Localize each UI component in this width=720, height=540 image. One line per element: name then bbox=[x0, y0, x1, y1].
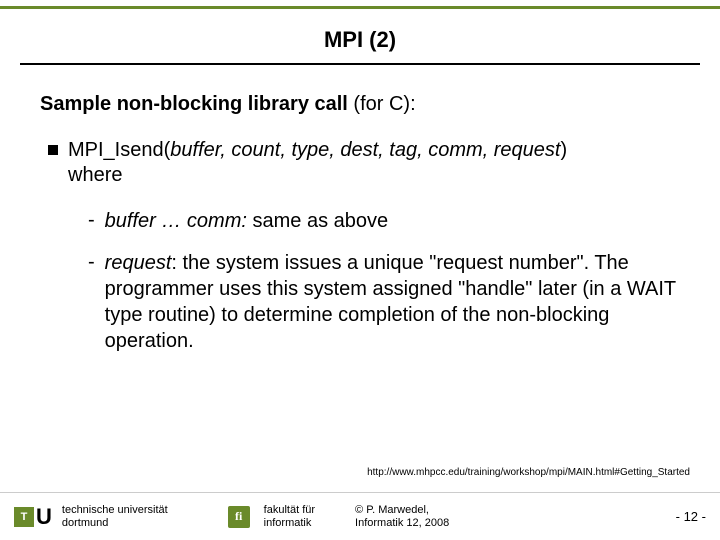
page-prefix: - bbox=[676, 509, 684, 524]
page-num: 12 bbox=[684, 509, 698, 524]
title-area: MPI (2) bbox=[0, 9, 720, 63]
copyright: © P. Marwedel, Informatik 12, 2008 bbox=[355, 504, 449, 529]
tu-logo-u: U bbox=[36, 506, 52, 528]
square-bullet-icon bbox=[48, 145, 58, 155]
dash-icon: - bbox=[88, 250, 95, 354]
fak-line1: fakultät für bbox=[264, 504, 315, 517]
fak-line2: informatik bbox=[264, 517, 315, 530]
copy-line2: Informatik 12, 2008 bbox=[355, 517, 449, 530]
bullet-level1: MPI_Isend(buffer, count, type, dest, tag… bbox=[48, 138, 680, 188]
l2b-rest: : the system issues a unique "request nu… bbox=[105, 252, 676, 352]
uni-line1: technische universität bbox=[62, 504, 168, 517]
intro-bold: Sample non-blocking library call bbox=[40, 93, 348, 115]
footer: T U technische universität dortmund fi f… bbox=[0, 492, 720, 540]
l2b-italic: request bbox=[105, 252, 172, 274]
dash-icon: - bbox=[88, 208, 95, 234]
where-word: where bbox=[68, 164, 122, 186]
fi-text: fi bbox=[235, 509, 242, 524]
bullet-l2b-text: request: the system issues a unique "req… bbox=[105, 250, 680, 354]
university-name: technische universität dortmund bbox=[62, 504, 168, 529]
slide: MPI (2) Sample non-blocking library call… bbox=[0, 0, 720, 540]
mpi-func: MPI_Isend( bbox=[68, 139, 170, 161]
slide-title: MPI (2) bbox=[0, 27, 720, 53]
fi-logo: fi bbox=[228, 506, 256, 528]
bullet-level2-a: - buffer … comm: same as above bbox=[88, 208, 680, 234]
tu-logo-t: T bbox=[14, 507, 34, 527]
copy-line1: © P. Marwedel, bbox=[355, 504, 449, 517]
l2a-rest: same as above bbox=[247, 210, 388, 232]
bullet-l1-text: MPI_Isend(buffer, count, type, dest, tag… bbox=[68, 138, 567, 188]
tu-logo: T U bbox=[14, 506, 52, 528]
bullet-l2a-text: buffer … comm: same as above bbox=[105, 208, 388, 234]
intro-rest: (for C): bbox=[348, 93, 416, 115]
page-number: - 12 - bbox=[676, 509, 706, 524]
bullet-level2-b: - request: the system issues a unique "r… bbox=[88, 250, 680, 354]
mpi-close: ) bbox=[560, 139, 567, 161]
faculty-name: fakultät für informatik bbox=[264, 504, 315, 529]
l2a-italic: buffer … comm: bbox=[105, 210, 247, 232]
mpi-args: buffer, count, type, dest, tag, comm, re… bbox=[170, 139, 560, 161]
source-url: http://www.mhpcc.edu/training/workshop/m… bbox=[367, 467, 690, 478]
page-suffix: - bbox=[698, 509, 706, 524]
fi-logo-box: fi bbox=[228, 506, 250, 528]
intro-line: Sample non-blocking library call (for C)… bbox=[40, 93, 680, 116]
uni-line2: dortmund bbox=[62, 517, 168, 530]
